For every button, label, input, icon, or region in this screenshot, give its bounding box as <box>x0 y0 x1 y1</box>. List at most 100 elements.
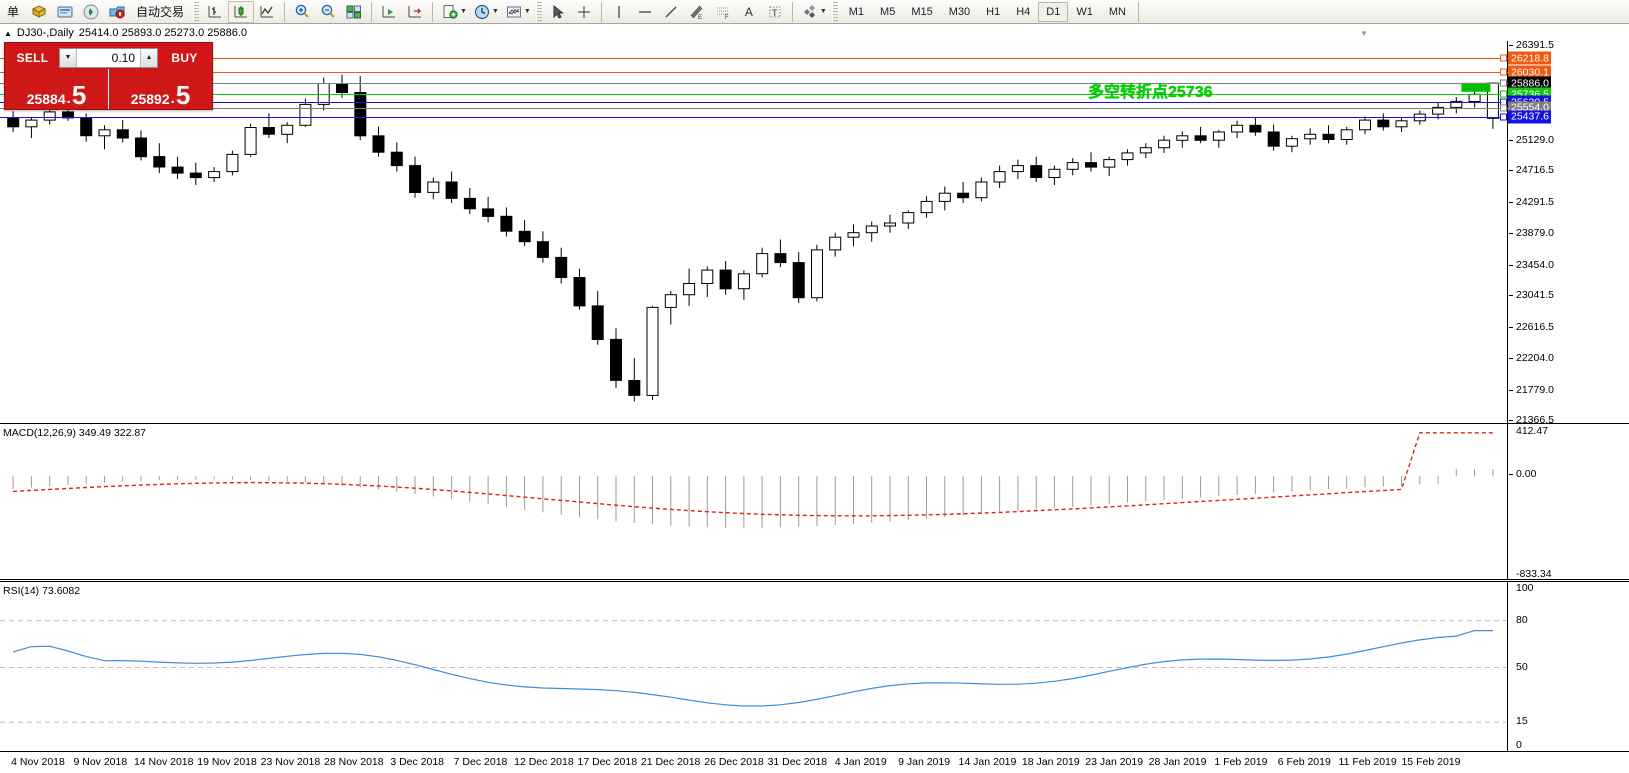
level-line-handle[interactable] <box>1500 90 1507 98</box>
rsi-tick-label: 0 <box>1516 738 1522 751</box>
price-level-tag[interactable]: 26218.8 <box>1508 51 1551 65</box>
chart-minimize-icon[interactable]: ▼ <box>1360 29 1368 38</box>
level-line-handle[interactable] <box>1500 79 1507 87</box>
price-tick <box>1509 232 1513 234</box>
terminal-icon[interactable] <box>52 1 78 23</box>
timeframe-d1[interactable]: D1 <box>1038 1 1069 22</box>
sell-price[interactable]: 25884 . 5 <box>5 69 108 109</box>
horizontal-level-line[interactable] <box>0 107 1508 109</box>
chart-shift-icon[interactable] <box>402 1 428 23</box>
price-tick <box>1509 170 1513 172</box>
objects-dropdown-caret[interactable]: ▼ <box>819 8 827 15</box>
price-tick-label: 26391.5 <box>1516 39 1554 52</box>
one-click-trading-panel[interactable]: SELL ▼ 0.10 ▲ BUY 25884 . 5 25892 . 5 <box>4 42 213 110</box>
equidistant-channel-icon[interactable]: E <box>684 1 710 23</box>
price-tick <box>1509 420 1513 422</box>
period-separator-icon[interactable] <box>469 1 495 23</box>
auto-scroll-icon[interactable] <box>376 1 402 23</box>
time-axis[interactable]: 4 Nov 2018 9 Nov 2018 14 Nov 2018 19 Nov 20… <box>0 752 1629 773</box>
buy-price[interactable]: 25892 . 5 <box>108 69 212 109</box>
horizontal-level-line[interactable] <box>0 102 1508 104</box>
line-chart-icon[interactable] <box>254 1 280 23</box>
volume-decrement-icon[interactable]: ▼ <box>60 48 77 67</box>
crosshair-icon[interactable] <box>571 1 597 23</box>
price-tick <box>1509 389 1513 391</box>
autotrading-label[interactable]: 自动交易 <box>136 5 185 19</box>
timeframe-m1[interactable]: M1 <box>848 5 865 18</box>
horizontal-level-line[interactable] <box>0 58 1508 60</box>
price-level-tag[interactable]: 26030.1 <box>1508 65 1551 79</box>
timeframe-h4[interactable]: H4 <box>1016 5 1031 18</box>
zoom-out-icon[interactable] <box>315 1 341 23</box>
price-level-tag[interactable]: 25886.0 <box>1508 76 1551 90</box>
price-level-tag[interactable]: 25437.6 <box>1508 110 1551 124</box>
timeframe-h1[interactable]: H1 <box>986 5 1001 18</box>
timeframe-m15[interactable]: M15 <box>911 5 933 18</box>
candlestick-chart-icon[interactable] <box>228 0 255 23</box>
horizontal-level-line[interactable] <box>0 72 1508 74</box>
price-tick <box>1509 264 1513 266</box>
text-icon[interactable]: A <box>744 4 753 19</box>
volume-stepper[interactable]: ▼ 0.10 ▲ <box>59 47 158 68</box>
sell-button[interactable]: SELL <box>16 50 49 65</box>
toolbar-divider-6 <box>1137 1 1139 22</box>
time-axis-label: 18 Jan 2019 <box>1021 756 1080 768</box>
time-axis-label: 19 Nov 2018 <box>197 756 257 768</box>
bar-chart-icon[interactable] <box>202 1 228 23</box>
time-axis-label: 7 Dec 2018 <box>453 756 508 768</box>
horizontal-level-line[interactable] <box>0 116 1508 118</box>
price-tick <box>1509 327 1513 328</box>
volume-increment-icon[interactable]: ▲ <box>140 48 157 67</box>
templates-icon[interactable] <box>437 1 463 23</box>
time-axis-label: 9 Jan 2019 <box>898 756 951 768</box>
trendline-icon[interactable] <box>658 1 684 23</box>
horizontal-line-icon[interactable] <box>632 1 658 23</box>
indicators-dropdown-caret[interactable]: ▼ <box>523 8 531 15</box>
timeframe-m30[interactable]: M30 <box>948 5 971 18</box>
price-axis-line <box>1507 41 1508 423</box>
text-label-icon[interactable]: T <box>762 1 788 23</box>
macd-scale-mid: 0.00 <box>1516 468 1537 480</box>
toolbar-separator-2 <box>535 1 542 22</box>
level-line-handle[interactable] <box>1500 68 1507 76</box>
signals-icon[interactable] <box>78 1 104 23</box>
level-line-handle[interactable] <box>1500 104 1507 112</box>
zoom-in-icon[interactable] <box>289 1 315 23</box>
buy-button[interactable]: BUY <box>171 50 198 65</box>
chart-annotation-text[interactable]: 多空转折点25736 <box>1088 84 1213 101</box>
price-candles[interactable] <box>0 41 1508 423</box>
level-line-handle[interactable] <box>1500 113 1507 121</box>
timeframe-w1[interactable]: W1 <box>1076 5 1093 18</box>
price-tick-label: 24716.5 <box>1516 164 1554 177</box>
horizontal-level-line[interactable] <box>0 94 1508 96</box>
rsi-plot[interactable] <box>0 583 1508 752</box>
objects-icon[interactable] <box>797 1 823 23</box>
trade-panel-prices: 25884 . 5 25892 . 5 <box>5 69 212 109</box>
level-line-handle[interactable] <box>1500 54 1507 62</box>
rsi-label: RSI(14) 73.6082 <box>3 585 81 597</box>
time-axis-label: 31 Dec 2018 <box>767 756 828 768</box>
new-order-icon[interactable]: 单 <box>0 1 26 23</box>
fibonacci-icon[interactable]: F <box>710 1 736 23</box>
time-axis-label: 28 Jan 2019 <box>1148 756 1207 768</box>
macd-plot[interactable] <box>0 425 1508 580</box>
sell-price-dot: . <box>66 90 71 107</box>
price-tick <box>1509 202 1513 204</box>
cursor-icon[interactable] <box>545 1 571 23</box>
chart-symbol-label: DJ30-,Daily <box>16 27 74 39</box>
templates-dropdown-caret[interactable]: ▼ <box>460 8 467 15</box>
time-axis-label: 23 Jan 2019 <box>1085 756 1144 768</box>
horizontal-level-line[interactable] <box>0 83 1508 85</box>
period-dropdown-caret[interactable]: ▼ <box>491 8 499 15</box>
volume-value[interactable]: 0.10 <box>111 50 135 65</box>
autotrading-icon[interactable] <box>104 1 130 23</box>
indicators-icon[interactable] <box>501 1 527 23</box>
timeframe-m5[interactable]: M5 <box>880 5 896 18</box>
tile-windows-icon[interactable] <box>341 1 367 23</box>
data-window-icon[interactable] <box>26 1 52 23</box>
vertical-line-icon[interactable] <box>606 1 632 23</box>
rsi-axis-line <box>1507 582 1508 751</box>
timeframe-mn[interactable]: MN <box>1108 5 1126 18</box>
chart-collapse-icon[interactable]: ▲ <box>4 28 12 38</box>
price-tick-label: 22204.0 <box>1516 351 1554 364</box>
